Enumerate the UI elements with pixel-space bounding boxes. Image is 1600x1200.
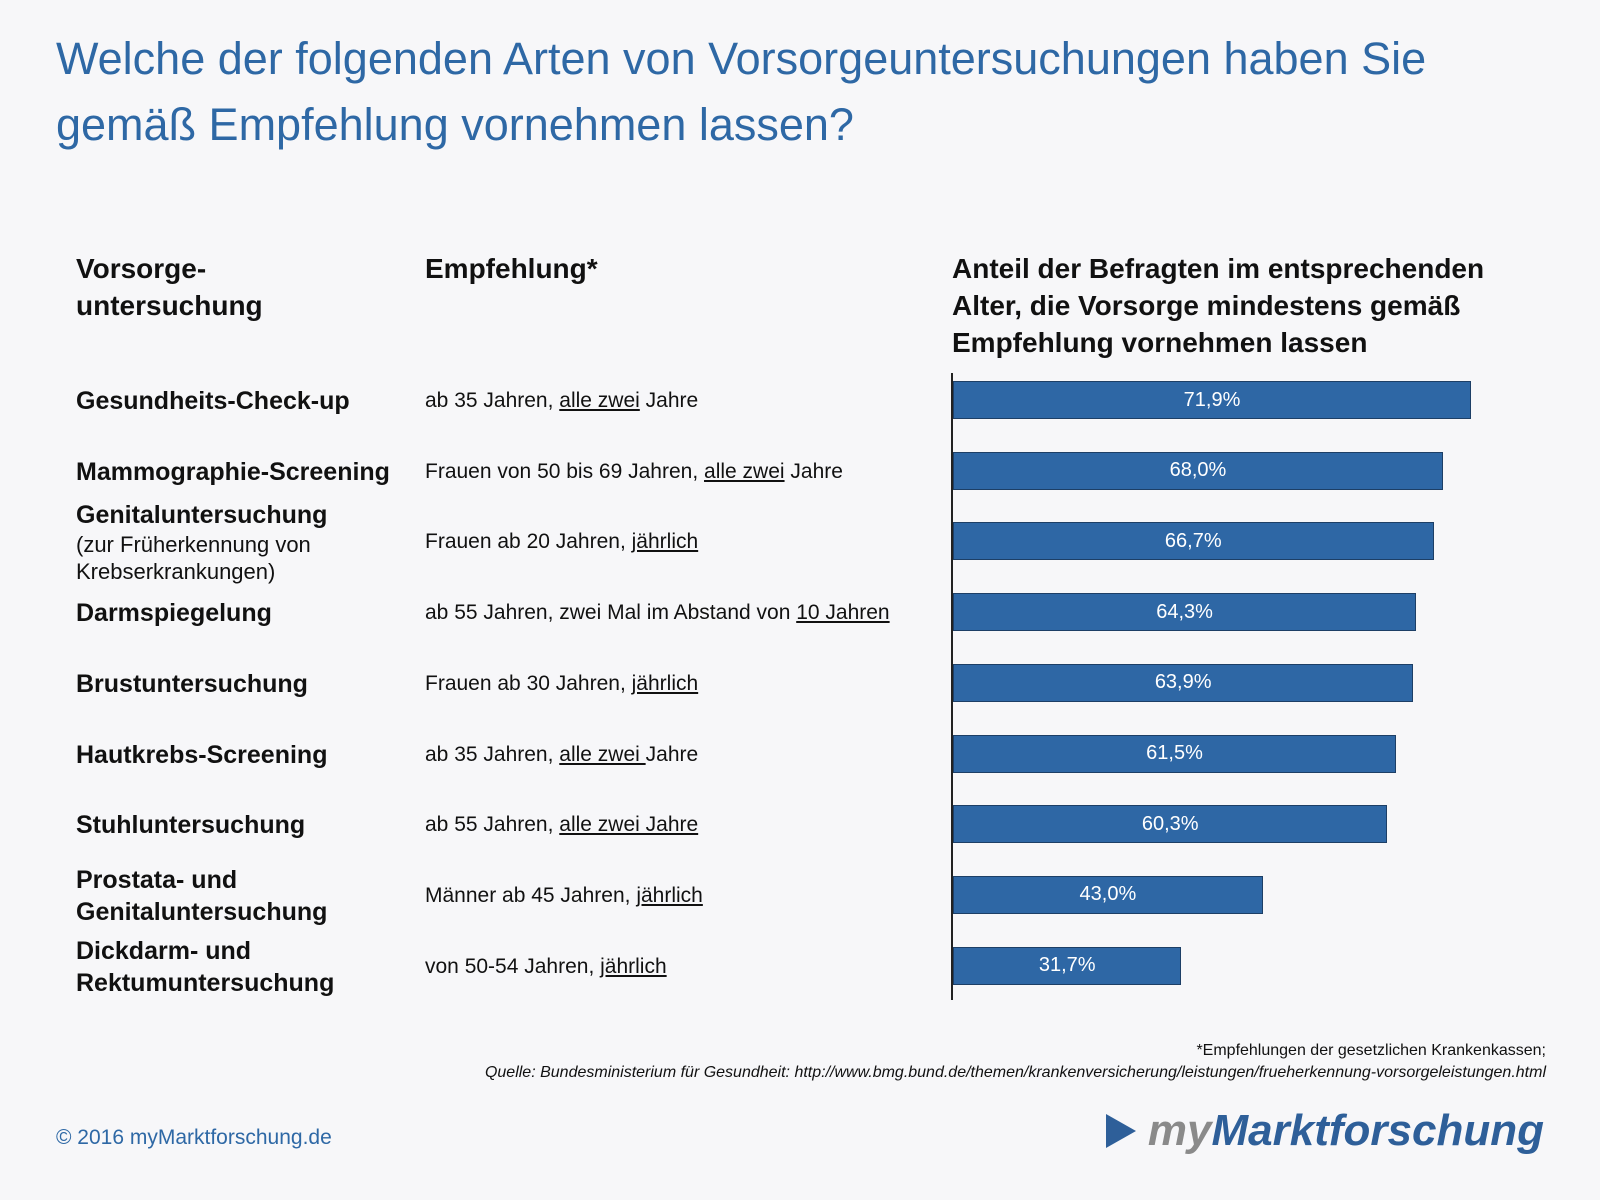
examination-name: Genitaluntersuchung (zur Früherkennung vo… <box>76 501 416 584</box>
examination-label: Darmspiegelung <box>76 599 272 628</box>
column-header-recommendation: Empfehlung* <box>425 253 598 284</box>
bar-value-label: 60,3% <box>1141 812 1199 835</box>
recommendation-prefix: ab 35 Jahren, <box>425 742 560 766</box>
recommendation-frequency: jährlich <box>631 530 699 554</box>
recommendation-suffix: Jahre <box>645 742 699 766</box>
examination-label: Stuhluntersuchung <box>76 811 306 840</box>
recommendation-frequency: jährlich <box>636 883 703 907</box>
examination-label: Dickdarm- und Rektumuntersuchung <box>76 936 335 997</box>
bar-value-label: 43,0% <box>1079 883 1137 906</box>
examination-label: Hautkrebs-Screening <box>76 740 328 769</box>
recommendation-suffix: Jahre <box>639 389 699 412</box>
examination-label: Genitaluntersuchung <box>76 501 328 530</box>
recommendation-frequency: jährlich <box>631 671 699 695</box>
logo-main: Marktforschung <box>1211 1106 1544 1155</box>
bar: 71,9% <box>953 381 1471 419</box>
bar-value-label: 71,9% <box>1183 388 1241 411</box>
bar: 61,5% <box>953 734 1397 773</box>
table-row: Gesundheits-Check-up ab 35 Jahren, alle z… <box>0 366 1600 436</box>
source-text: Quelle: Bundesministerium für Gesundheit… <box>484 1064 1546 1081</box>
recommendation-prefix: von 50-54 Jahren, <box>425 954 601 978</box>
examination-name: Gesundheits-Check-up <box>76 366 416 436</box>
bar: 31,7% <box>953 946 1182 985</box>
logo-prefix: my <box>1147 1106 1212 1155</box>
recommendation-prefix: Männer ab 45 Jahren, <box>425 883 637 907</box>
recommendation-text: ab 55 Jahren, zwei Mal im Abstand von 10… <box>425 578 935 648</box>
play-triangle-icon <box>1105 1114 1136 1148</box>
column-header-share: Anteil der Befragten im entsprechenden A… <box>952 253 1485 358</box>
examination-sublabel: (zur Früherkennung von Krebserkrankungen… <box>76 532 311 585</box>
examination-name: Dickdarm- und Rektumuntersuchung <box>76 932 416 1002</box>
examination-label: Mammographie-Screening <box>76 457 390 486</box>
examination-name: Stuhluntersuchung <box>76 790 416 860</box>
recommendation-prefix: Frauen ab 20 Jahren, <box>425 530 632 554</box>
footnote-text: *Empfehlungen der gesetzlichen Krankenka… <box>1196 1042 1546 1059</box>
recommendation-prefix: Frauen ab 30 Jahren, <box>425 671 632 695</box>
bar: 63,9% <box>953 663 1414 702</box>
examination-name: Brustuntersuchung <box>76 649 416 719</box>
examination-name: Mammographie-Screening <box>76 437 416 507</box>
bar: 68,0% <box>953 451 1443 490</box>
recommendation-frequency: alle zwei <box>559 389 640 412</box>
examination-name: Hautkrebs-Screening <box>76 720 416 790</box>
recommendation-frequency: alle zwei <box>704 459 785 483</box>
bar-value-label: 61,5% <box>1146 742 1203 764</box>
bar-value-label: 64,3% <box>1156 600 1213 623</box>
recommendation-text: Frauen von 50 bis 69 Jahren, alle zwei J… <box>425 437 935 507</box>
recommendation-prefix: ab 55 Jahren, <box>425 813 560 837</box>
examination-label: Brustuntersuchung <box>76 669 308 698</box>
table-row: Dickdarm- und Rektumuntersuchung von 50-5… <box>0 932 1600 1002</box>
recommendation-text: von 50-54 Jahren, jährlich <box>425 932 935 1002</box>
table-row: Darmspiegelung ab 55 Jahren, zwei Mal im … <box>0 578 1600 648</box>
bar: 64,3% <box>953 593 1417 632</box>
recommendation-text: ab 35 Jahren, alle zwei Jahre <box>425 366 935 436</box>
examination-name: Darmspiegelung <box>76 578 416 648</box>
recommendation-text: Frauen ab 30 Jahren, jährlich <box>425 649 935 719</box>
footnote: *Empfehlungen der gesetzlichen Krankenka… <box>485 1040 1546 1084</box>
column-header-examination-line2: untersuchung <box>76 290 263 321</box>
examination-name: Prostata- und Genitaluntersuchung <box>76 861 416 931</box>
recommendation-text: Frauen ab 20 Jahren, jährlich <box>425 507 935 577</box>
table-row: Prostata- und Genitaluntersuchung Männer … <box>0 861 1600 931</box>
table-row: Genitaluntersuchung (zur Früherkennung vo… <box>0 501 1600 584</box>
recommendation-text: ab 55 Jahren, alle zwei Jahre <box>425 790 935 860</box>
examination-label: Gesundheits-Check-up <box>76 387 350 415</box>
bar-value-label: 66,7% <box>1164 529 1222 552</box>
brand-logo: my Marktforschung <box>1105 1106 1544 1156</box>
bar: 60,3% <box>953 805 1388 844</box>
table-row: Hautkrebs-Screening ab 35 Jahren, alle zw… <box>0 720 1600 790</box>
recommendation-frequency: 10 Jahren <box>796 601 890 625</box>
recommendation-suffix: Jahre <box>784 459 843 483</box>
bar-value-label: 31,7% <box>1038 954 1096 977</box>
chart-axis-line <box>951 373 953 1000</box>
column-header-examination: Vorsorge- untersuchung <box>76 250 376 324</box>
recommendation-prefix: ab 35 Jahren, <box>425 389 560 412</box>
recommendation-prefix: Frauen von 50 bis 69 Jahren, <box>425 459 705 483</box>
copyright: © 2016 myMarktforschung.de <box>56 1126 332 1149</box>
recommendation-frequency: alle zwei <box>559 742 646 766</box>
chart-title: Welche der folgenden Arten von Vorsorgeu… <box>56 33 1427 150</box>
bar-value-label: 63,9% <box>1154 671 1212 694</box>
table-row: Mammographie-Screening Frauen von 50 bis … <box>0 437 1600 507</box>
recommendation-prefix: ab 55 Jahren, zwei Mal im Abstand von <box>425 601 797 625</box>
bar: 66,7% <box>953 522 1434 561</box>
recommendation-frequency: jährlich <box>600 954 667 978</box>
table-row: Stuhluntersuchung ab 55 Jahren, alle zwei… <box>0 790 1600 860</box>
examination-label: Prostata- und Genitaluntersuchung <box>76 865 328 926</box>
bar-value-label: 68,0% <box>1169 459 1227 482</box>
recommendation-frequency: alle zwei Jahre <box>559 813 699 837</box>
recommendation-text: ab 35 Jahren, alle zwei Jahre <box>425 720 935 790</box>
bar: 43,0% <box>953 875 1263 914</box>
recommendation-text: Männer ab 45 Jahren, jährlich <box>425 861 935 931</box>
column-header-examination-line1: Vorsorge- <box>76 253 207 284</box>
table-row: Brustuntersuchung Frauen ab 30 Jahren, jä… <box>0 649 1600 719</box>
